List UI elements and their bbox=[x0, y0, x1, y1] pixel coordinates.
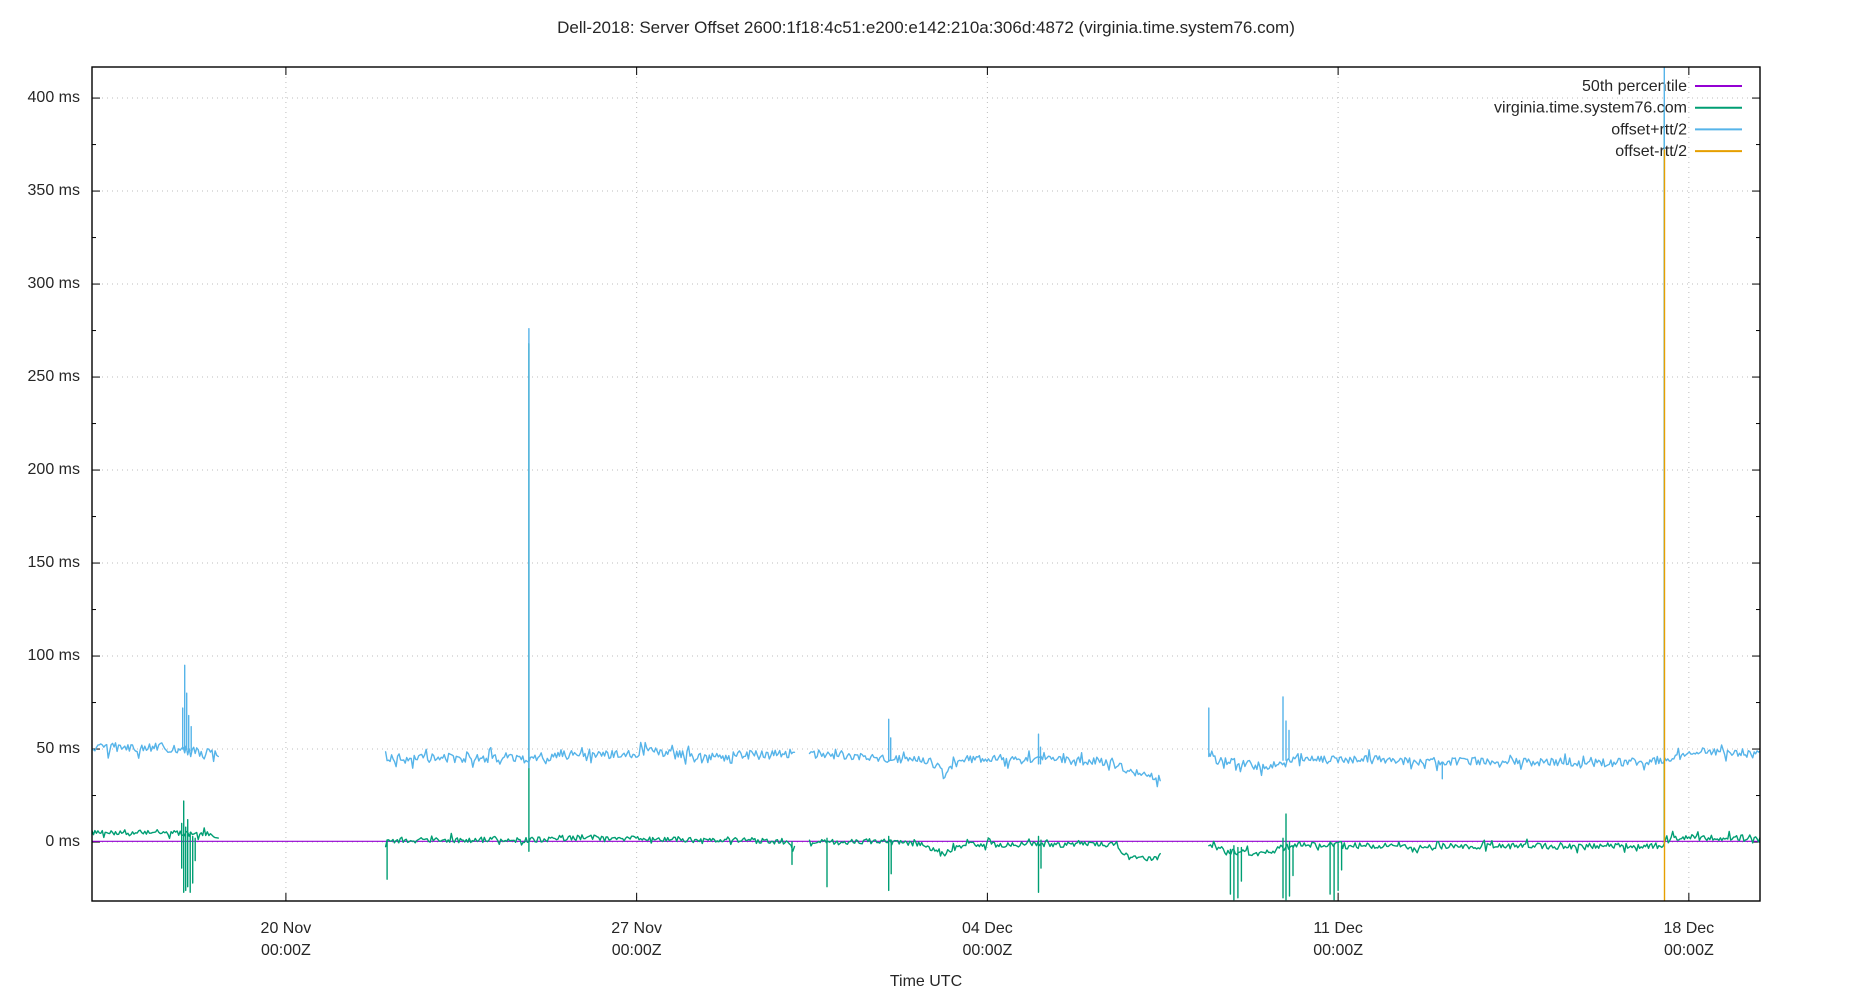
x-tick-label-date: 18 Dec bbox=[1663, 920, 1715, 937]
legend-label: virginia.time.system76.com bbox=[1494, 100, 1687, 117]
x-tick-label-time: 00:00Z bbox=[962, 942, 1013, 959]
x-tick-label-time: 00:00Z bbox=[611, 942, 662, 959]
y-tick-label: 50 ms bbox=[36, 740, 80, 758]
y-tick-label: 200 ms bbox=[27, 461, 80, 479]
y-tick-label: 0 ms bbox=[45, 833, 80, 851]
legend-label: 50th percentile bbox=[1582, 78, 1687, 95]
plot-border bbox=[91, 66, 1761, 902]
chart-title: Dell-2018: Server Offset 2600:1f18:4c51:… bbox=[0, 18, 1850, 38]
x-tick-label-date: 11 Dec bbox=[1313, 920, 1363, 937]
series-line-offset-rtt-2 bbox=[92, 67, 1760, 788]
x-tick-label-date: 04 Dec bbox=[962, 920, 1013, 937]
y-tick-label: 400 ms bbox=[27, 89, 80, 107]
x-axis-title: Time UTC bbox=[889, 973, 963, 990]
legend-label: offset+rtt/2 bbox=[1611, 121, 1687, 138]
series-line-virginia-time-system76-com bbox=[92, 106, 1760, 901]
x-tick-label-time: 00:00Z bbox=[1663, 942, 1714, 959]
x-tick-label-time: 00:00Z bbox=[1313, 942, 1364, 959]
x-tick-label-date: 20 Nov bbox=[260, 920, 312, 937]
y-tick-label: 300 ms bbox=[27, 275, 80, 293]
legend-label: offset-rtt/2 bbox=[1615, 143, 1687, 160]
x-tick-label-time: 00:00Z bbox=[261, 942, 311, 959]
y-tick-label: 250 ms bbox=[27, 368, 80, 386]
x-tick-label-date: 27 Nov bbox=[611, 920, 662, 937]
series-group bbox=[92, 67, 1760, 901]
y-tick-label: 350 ms bbox=[27, 182, 80, 200]
y-tick-label: 100 ms bbox=[27, 647, 80, 665]
y-tick-label: 150 ms bbox=[27, 554, 80, 572]
chart-title-text: Dell-2018: Server Offset 2600:1f18:4c51:… bbox=[557, 18, 1295, 37]
